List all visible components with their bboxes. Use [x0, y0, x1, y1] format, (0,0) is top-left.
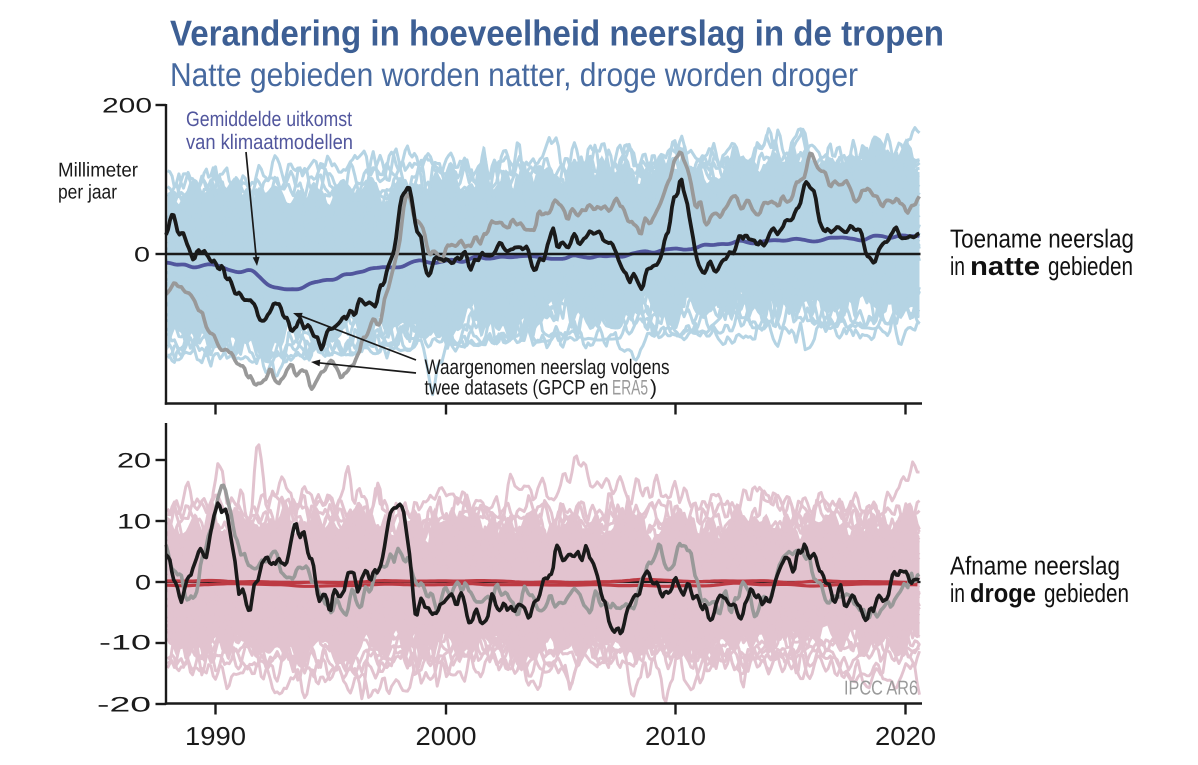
svg-text:20: 20 — [117, 450, 151, 473]
svg-text:in: in — [950, 251, 965, 281]
svg-text:2010: 2010 — [645, 721, 706, 751]
svg-text:IPCC AR6: IPCC AR6 — [844, 678, 918, 700]
svg-text:gebieden: gebieden — [1044, 578, 1129, 608]
svg-text:van klimaatmodellen: van klimaatmodellen — [186, 131, 353, 154]
svg-text:Waargenomen neerslag volgens: Waargenomen neerslag volgens — [425, 356, 670, 379]
svg-text:): ) — [650, 377, 657, 400]
svg-text:0: 0 — [135, 572, 151, 595]
svg-text:in: in — [950, 578, 965, 608]
svg-text:natte: natte — [970, 251, 1040, 281]
svg-text:ERA5: ERA5 — [612, 377, 648, 400]
svg-text:Toename neerslag: Toename neerslag — [950, 224, 1134, 254]
svg-text:Afname neerslag: Afname neerslag — [950, 551, 1120, 581]
svg-text:-10: -10 — [99, 632, 151, 655]
svg-text:0: 0 — [134, 244, 150, 267]
svg-text:10: 10 — [117, 511, 151, 534]
svg-text:2020: 2020 — [875, 721, 936, 751]
svg-text:1990: 1990 — [185, 721, 246, 751]
svg-text:Natte gebieden worden natter,: Natte gebieden worden natter, droge word… — [170, 56, 858, 93]
svg-text:200: 200 — [102, 95, 152, 118]
svg-text:gebieden: gebieden — [1048, 251, 1133, 281]
svg-text:2000: 2000 — [416, 721, 477, 751]
svg-text:per jaar: per jaar — [58, 182, 117, 204]
svg-text:twee datasets (GPCP en: twee datasets (GPCP en — [425, 377, 609, 400]
svg-text:Verandering in hoeveelheid nee: Verandering in hoeveelheid neerslag in d… — [170, 13, 944, 54]
svg-text:-20: -20 — [97, 694, 151, 717]
svg-text:Millimeter: Millimeter — [58, 160, 138, 182]
svg-text:droge: droge — [970, 578, 1036, 608]
svg-text:Gemiddelde uitkomst: Gemiddelde uitkomst — [186, 108, 352, 131]
